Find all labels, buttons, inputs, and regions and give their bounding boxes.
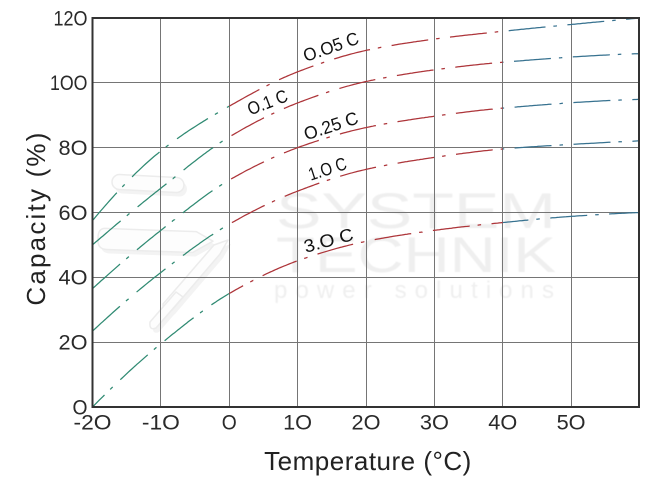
svg-text:1O: 1O [283, 412, 312, 435]
svg-text:power solutions: power solutions [274, 277, 554, 304]
svg-text:SYSTEM: SYSTEM [276, 183, 556, 239]
svg-text:O: O [73, 396, 88, 419]
svg-text:5O: 5O [557, 412, 586, 435]
svg-text:O: O [222, 412, 237, 435]
svg-text:Temperature (°C): Temperature (°C) [264, 446, 472, 476]
svg-text:12O: 12O [54, 7, 88, 30]
svg-text:2O: 2O [59, 332, 88, 355]
svg-text:4O: 4O [59, 267, 88, 290]
svg-text:8O: 8O [59, 137, 88, 160]
svg-text:6O: 6O [59, 202, 88, 225]
svg-text:TECHNIK: TECHNIK [276, 227, 556, 283]
svg-text:1OO: 1OO [50, 72, 88, 95]
svg-text:3O: 3O [420, 412, 449, 435]
svg-text:4O: 4O [488, 412, 517, 435]
svg-text:Capacity (%): Capacity (%) [21, 130, 51, 305]
svg-text:-1O: -1O [142, 412, 180, 435]
svg-text:-2O: -2O [74, 412, 112, 435]
svg-text:2O: 2O [352, 412, 381, 435]
